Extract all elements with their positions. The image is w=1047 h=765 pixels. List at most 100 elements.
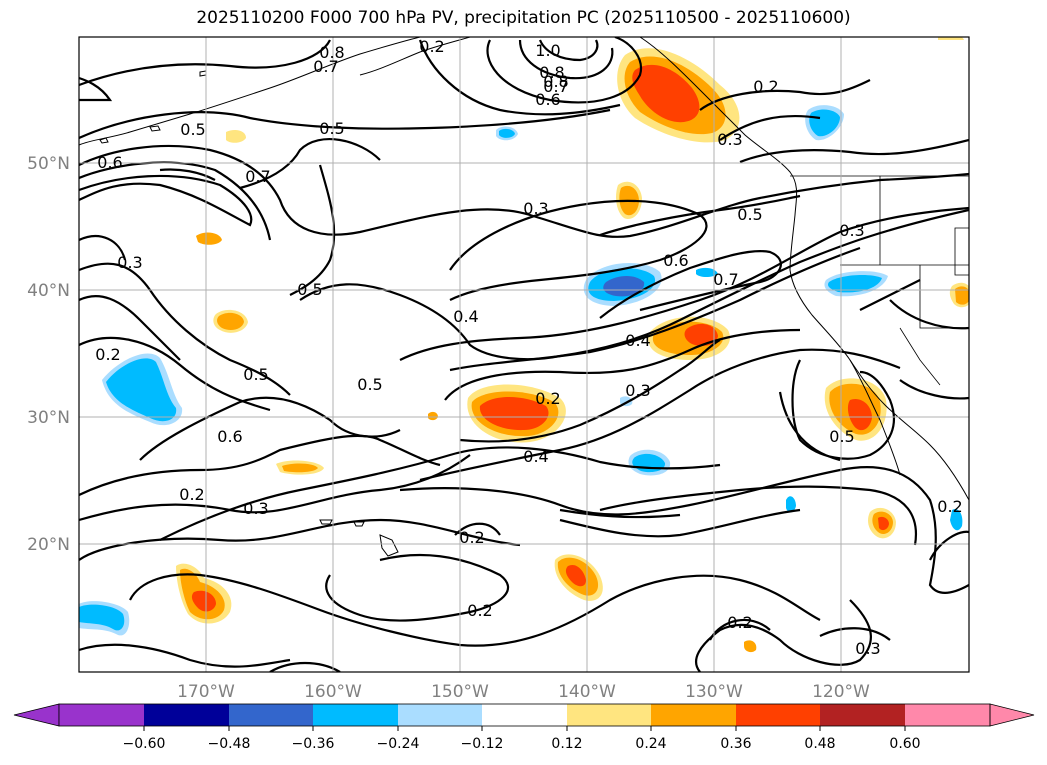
colorbar-segment <box>651 704 736 726</box>
precip-blob <box>565 564 586 587</box>
colorbar-tick-label: 0.12 <box>551 736 582 752</box>
contour-label: 0.2 <box>467 601 492 620</box>
contour-label: 0.8 <box>543 72 568 91</box>
contour-label: 0.6 <box>663 251 688 270</box>
pv-contour <box>79 76 113 102</box>
precip-blob <box>955 286 969 305</box>
precip-blob <box>632 64 700 123</box>
colorbar-segment <box>144 704 229 726</box>
pv-contour <box>159 168 216 181</box>
precip-blob <box>226 130 246 143</box>
pv-contour <box>418 39 621 116</box>
pv-contour <box>449 199 708 301</box>
pv-contour <box>79 174 253 227</box>
contour-label: 0.7 <box>713 270 738 289</box>
lon-tick-label: 120°W <box>812 682 870 702</box>
pv-contour <box>79 434 441 496</box>
precip-blob <box>744 640 757 653</box>
contour-label: 0.3 <box>243 499 268 518</box>
precip-blob <box>428 411 438 421</box>
contour-label: 0.2 <box>419 37 444 56</box>
contour-label: 0.7 <box>245 167 270 186</box>
pv-contour <box>79 161 272 241</box>
contour-label: 0.2 <box>727 613 752 632</box>
colorbar-frame <box>58 703 991 727</box>
plot-title: 2025110200 F000 700 hPa PV, precipitatio… <box>196 8 851 28</box>
contour-label: 0.3 <box>855 639 880 658</box>
colorbar-tick-label: −0.48 <box>208 736 251 752</box>
pv-contour <box>859 279 921 311</box>
colorbar-segment <box>398 704 482 726</box>
contour-label: 0.2 <box>179 485 204 504</box>
colorbar-tick-label: 0.36 <box>720 736 751 752</box>
pv-contour <box>599 485 917 546</box>
pv-contour <box>459 339 721 443</box>
precip-blob <box>828 274 882 293</box>
pv-contour <box>159 446 721 541</box>
lat-tick-label: 30°N <box>27 408 70 428</box>
colorbar-tick-label: 0.60 <box>889 736 920 752</box>
lon-tick-label: 130°W <box>685 682 743 702</box>
contour-label: 0.6 <box>217 427 242 446</box>
contour-label: 0.8 <box>319 43 344 62</box>
pv-contours <box>79 37 969 672</box>
pv-contour <box>289 164 336 296</box>
precip-shading <box>79 37 969 653</box>
contour-label: 0.5 <box>297 280 322 299</box>
pv-contour <box>399 466 969 595</box>
pv-contour <box>518 39 614 80</box>
lat-tick-label: 20°N <box>27 535 70 555</box>
pv-contour <box>599 194 801 237</box>
contour-label: 0.2 <box>937 497 962 516</box>
coastline <box>149 125 161 132</box>
pv-contour <box>486 37 643 104</box>
precip-blob <box>603 276 645 297</box>
contour-labels: 0.8 0.7 0.8 1.0 0.8 0.7 0.6 0.2 0.5 0.5 … <box>95 37 962 658</box>
contour-label: 0.8 <box>539 63 564 82</box>
contour-label: 0.2 <box>535 389 560 408</box>
pv-contour <box>269 662 341 672</box>
pv-contour <box>719 115 821 141</box>
colorbar-tick-label: 0.24 <box>635 736 666 752</box>
lat-tick-label: 50°N <box>27 154 70 174</box>
precip-blob <box>106 358 177 422</box>
contour-label: 0.3 <box>839 221 864 240</box>
pv-contour <box>449 246 861 372</box>
colorbar-tick-label: −0.36 <box>292 736 335 752</box>
border <box>954 227 969 276</box>
precip-blob <box>282 463 318 473</box>
lon-tick-label: 150°W <box>431 682 489 702</box>
pv-contour <box>695 599 872 672</box>
contour-label: 0.7 <box>543 77 568 96</box>
pv-contour <box>79 336 271 412</box>
precip-blob <box>950 508 963 531</box>
political-borders <box>790 175 969 386</box>
pv-contour <box>79 235 127 261</box>
pv-contour <box>399 206 969 361</box>
lat-labels: 50°N 40°N 30°N 20°N <box>27 154 70 555</box>
pv-contour <box>79 295 181 361</box>
coastline <box>79 37 421 146</box>
contour-label: 0.5 <box>243 365 268 384</box>
pv-contour <box>538 39 599 62</box>
colorbar-extend-low <box>13 703 60 727</box>
pv-contour <box>929 530 969 561</box>
precip-blob <box>809 109 840 137</box>
colorbar-tick-label: −0.60 <box>123 736 166 752</box>
pv-contour <box>709 619 771 641</box>
contour-label: 0.3 <box>117 253 142 272</box>
contour-label: 0.2 <box>459 528 484 547</box>
pv-contour <box>699 79 871 111</box>
colorbar-segment <box>567 704 651 726</box>
precip-blob <box>196 232 222 245</box>
pv-contour <box>299 208 969 361</box>
precip-blob <box>479 397 549 431</box>
pv-contour <box>79 518 521 561</box>
pv-contour <box>419 348 901 482</box>
precip-blob <box>878 516 889 531</box>
contour-label: 0.2 <box>753 77 778 96</box>
precip-blob <box>696 267 718 277</box>
precip-blob <box>786 496 796 513</box>
contour-label: 0.4 <box>453 307 478 326</box>
